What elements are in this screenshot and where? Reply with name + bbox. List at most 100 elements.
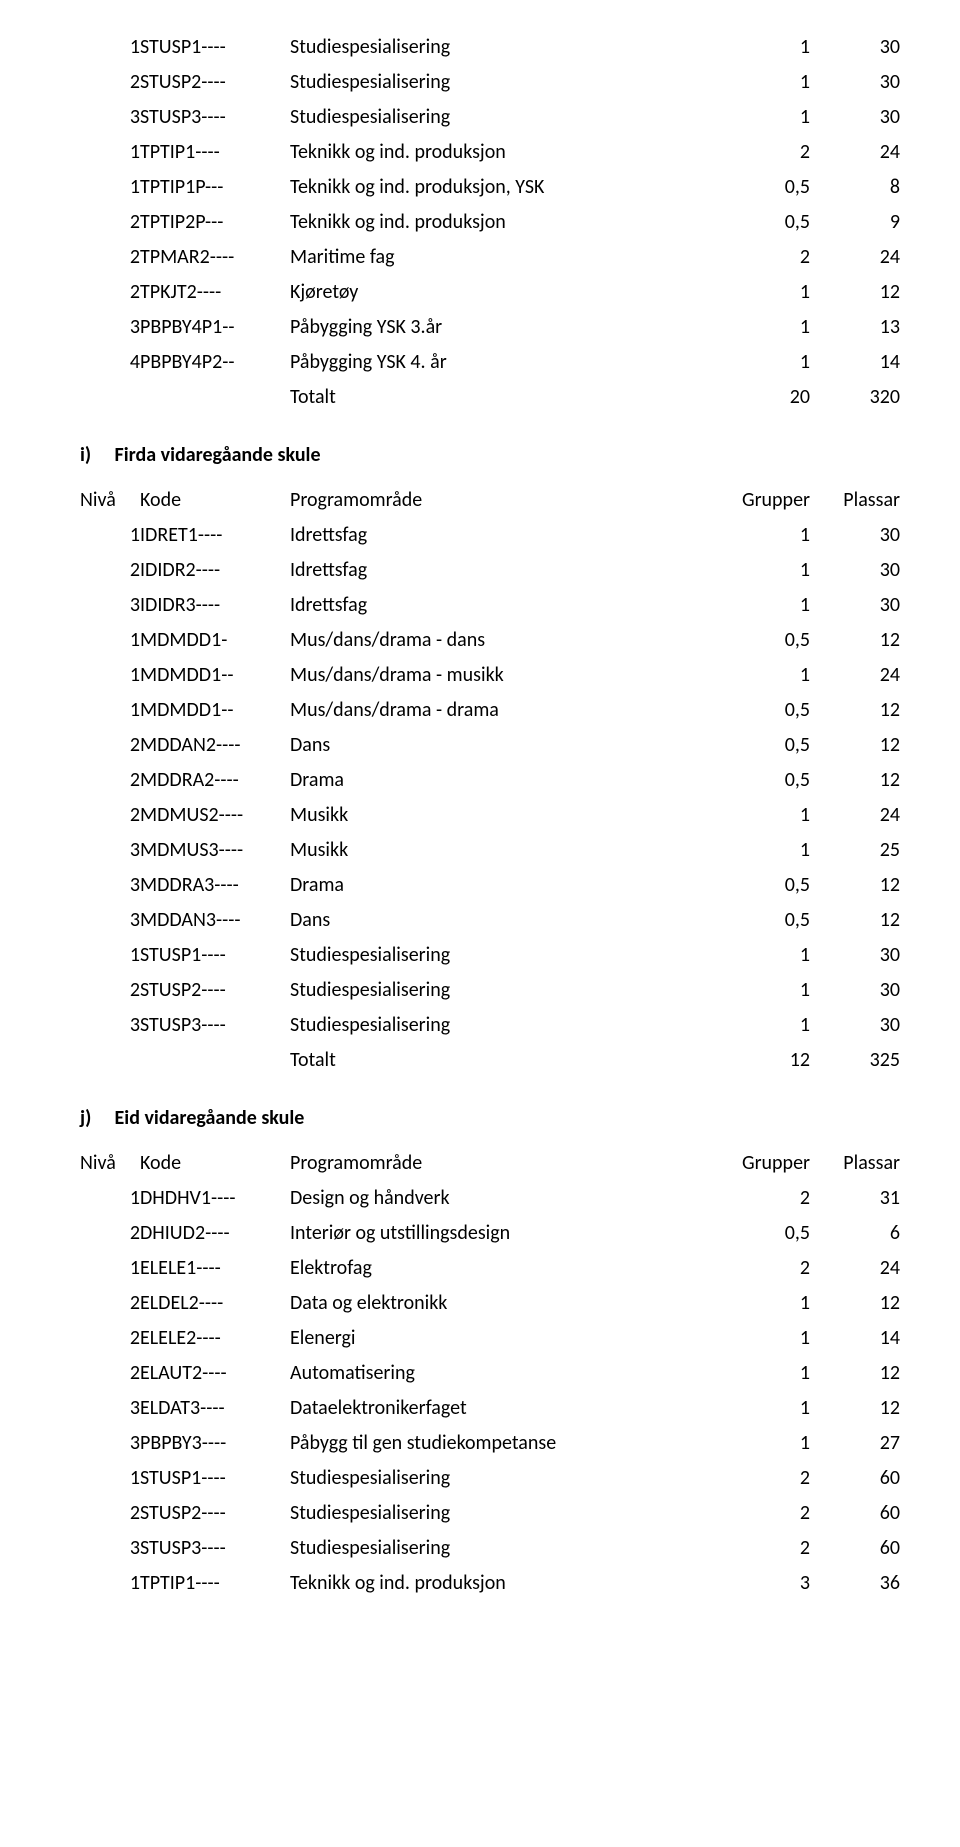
top-table: 1STUSP1----Studiespesialisering1302STUSP… xyxy=(80,30,900,415)
cell-grupper: 0,5 xyxy=(710,728,810,763)
table-row: 2ELAUT2----Automatisering112 xyxy=(80,1356,900,1391)
col-kode-header: Kode xyxy=(140,483,290,518)
cell-nivaa: 3 xyxy=(80,1426,140,1461)
col-nivaa-header: Nivå xyxy=(80,483,140,518)
cell-plassar: 12 xyxy=(810,1391,900,1426)
total-plassar: 325 xyxy=(810,1043,900,1078)
cell-programomraade: Interiør og utstillingsdesign xyxy=(290,1216,710,1251)
cell-nivaa: 2 xyxy=(80,65,140,100)
table-row: 3PBPBY4P1--Påbygging YSK 3.år113 xyxy=(80,310,900,345)
table-row: 2STUSP2----Studiespesialisering260 xyxy=(80,1496,900,1531)
cell-plassar: 12 xyxy=(810,903,900,938)
cell-grupper: 2 xyxy=(710,240,810,275)
cell-grupper: 1 xyxy=(710,588,810,623)
cell-nivaa: 3 xyxy=(80,1531,140,1566)
cell-kode: STUSP1---- xyxy=(140,30,290,65)
total-grupper: 12 xyxy=(710,1043,810,1078)
table-row: 3ELDAT3----Dataelektronikerfaget112 xyxy=(80,1391,900,1426)
cell-kode: ELAUT2---- xyxy=(140,1356,290,1391)
cell-grupper: 1 xyxy=(710,1008,810,1043)
cell-plassar: 24 xyxy=(810,135,900,170)
table-row: 2ELDEL2----Data og elektronikk112 xyxy=(80,1286,900,1321)
table-row: 2DHIUD2----Interiør og utstillingsdesign… xyxy=(80,1216,900,1251)
cell-kode: PBPBY4P2-- xyxy=(140,345,290,380)
section-letter: i) xyxy=(80,443,110,467)
cell-programomraade: Teknikk og ind. produksjon xyxy=(290,1566,710,1601)
table-row: 3IDIDR3----Idrettsfag130 xyxy=(80,588,900,623)
cell-nivaa: 1 xyxy=(80,938,140,973)
cell-programomraade: Påbygging YSK 3.år xyxy=(290,310,710,345)
col-prog-header: Programområde xyxy=(290,1146,710,1181)
cell-kode: MDMUS2---- xyxy=(140,798,290,833)
cell-programomraade: Studiespesialisering xyxy=(290,973,710,1008)
cell-plassar: 12 xyxy=(810,763,900,798)
cell-plassar: 12 xyxy=(810,1286,900,1321)
cell-grupper: 1 xyxy=(710,833,810,868)
cell-grupper: 1 xyxy=(710,1356,810,1391)
cell-programomraade: Idrettsfag xyxy=(290,518,710,553)
cell-kode: MDDAN2---- xyxy=(140,728,290,763)
col-plassar-header: Plassar xyxy=(810,1146,900,1181)
cell-plassar: 25 xyxy=(810,833,900,868)
table-row: 3MDMUS3----Musikk125 xyxy=(80,833,900,868)
cell-grupper: 1 xyxy=(710,1321,810,1356)
cell-plassar: 30 xyxy=(810,973,900,1008)
cell-grupper: 1 xyxy=(710,100,810,135)
cell-nivaa: 2 xyxy=(80,728,140,763)
table-row: 1DHDHV1----Design og håndverk231 xyxy=(80,1181,900,1216)
cell-nivaa: 1 xyxy=(80,170,140,205)
table-row: 1IDRET1----Idrettsfag130 xyxy=(80,518,900,553)
table-header-row: Nivå Kode Programområde Grupper Plassar xyxy=(80,483,900,518)
cell-programomraade: Studiespesialisering xyxy=(290,1461,710,1496)
cell-programomraade: Teknikk og ind. produksjon xyxy=(290,205,710,240)
cell-kode: MDDRA3---- xyxy=(140,868,290,903)
cell-grupper: 0,5 xyxy=(710,623,810,658)
cell-grupper: 1 xyxy=(710,553,810,588)
col-grupper-header: Grupper xyxy=(710,483,810,518)
cell-grupper: 0,5 xyxy=(710,763,810,798)
table-row: 3MDDRA3----Drama0,512 xyxy=(80,868,900,903)
cell-nivaa: 1 xyxy=(80,135,140,170)
section-title: Eid vidaregåande skule xyxy=(115,1106,305,1130)
cell-plassar: 12 xyxy=(810,275,900,310)
cell-programomraade: Studiespesialisering xyxy=(290,65,710,100)
total-plassar: 320 xyxy=(810,380,900,415)
cell-nivaa: 2 xyxy=(80,973,140,1008)
cell-kode: MDMDD1- xyxy=(140,623,290,658)
cell-programomraade: Dans xyxy=(290,903,710,938)
cell-nivaa: 1 xyxy=(80,693,140,728)
cell-grupper: 0,5 xyxy=(710,205,810,240)
cell-grupper: 2 xyxy=(710,1251,810,1286)
cell-plassar: 12 xyxy=(810,693,900,728)
cell-plassar: 12 xyxy=(810,728,900,763)
cell-kode: STUSP3---- xyxy=(140,1531,290,1566)
table-row: 1MDMDD1--Mus/dans/drama - drama0,512 xyxy=(80,693,900,728)
cell-kode: IDRET1---- xyxy=(140,518,290,553)
table-row: 1STUSP1----Studiespesialisering130 xyxy=(80,938,900,973)
cell-grupper: 0,5 xyxy=(710,868,810,903)
cell-plassar: 27 xyxy=(810,1426,900,1461)
table-row: 2ELELE2----Elenergi114 xyxy=(80,1321,900,1356)
table-row: 1STUSP1----Studiespesialisering260 xyxy=(80,1461,900,1496)
cell-plassar: 60 xyxy=(810,1531,900,1566)
cell-nivaa: 1 xyxy=(80,658,140,693)
cell-plassar: 6 xyxy=(810,1216,900,1251)
cell-programomraade: Idrettsfag xyxy=(290,588,710,623)
cell-grupper: 1 xyxy=(710,345,810,380)
cell-nivaa: 2 xyxy=(80,1216,140,1251)
cell-plassar: 24 xyxy=(810,240,900,275)
cell-grupper: 1 xyxy=(710,30,810,65)
cell-plassar: 30 xyxy=(810,30,900,65)
cell-plassar: 8 xyxy=(810,170,900,205)
cell-grupper: 1 xyxy=(710,973,810,1008)
cell-plassar: 30 xyxy=(810,100,900,135)
table-row: 2IDIDR2----Idrettsfag130 xyxy=(80,553,900,588)
cell-programomraade: Design og håndverk xyxy=(290,1181,710,1216)
cell-programomraade: Mus/dans/drama - musikk xyxy=(290,658,710,693)
cell-programomraade: Mus/dans/drama - dans xyxy=(290,623,710,658)
cell-grupper: 1 xyxy=(710,1286,810,1321)
cell-kode: STUSP1---- xyxy=(140,938,290,973)
cell-grupper: 1 xyxy=(710,938,810,973)
cell-nivaa: 2 xyxy=(80,205,140,240)
cell-kode: TPTIP1---- xyxy=(140,135,290,170)
